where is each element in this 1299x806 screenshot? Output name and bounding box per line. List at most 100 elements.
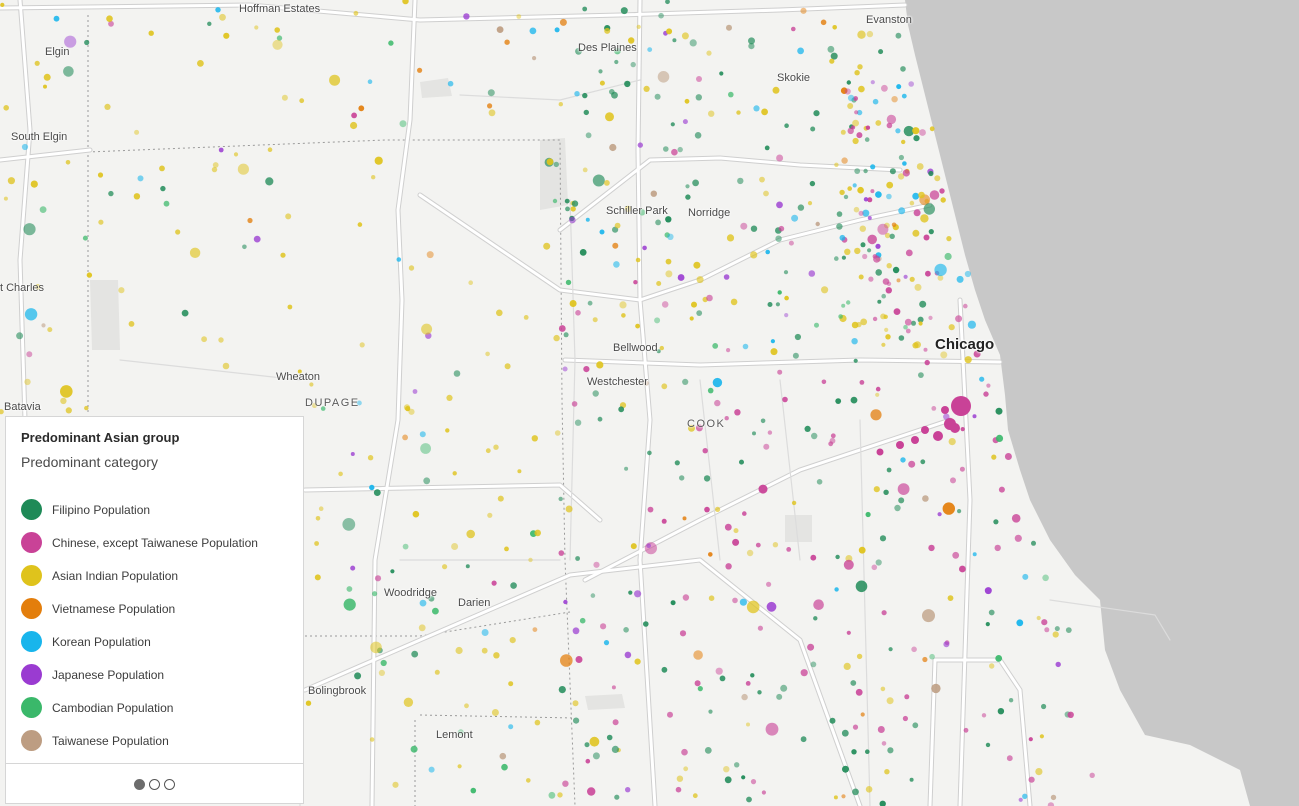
pager-dot-2[interactable] [149,778,160,790]
population-dot [563,332,569,338]
population-dot [736,110,741,115]
population-dot [468,280,474,286]
population-dot [941,406,949,414]
population-dot [47,327,53,333]
population-dot [562,780,569,787]
population-dot [560,654,573,667]
population-dot [911,320,916,326]
population-dot [24,308,38,321]
population-dot [770,348,778,356]
population-dot [499,752,507,760]
population-dot [842,765,849,773]
population-dot [807,201,813,206]
population-dot [772,542,779,548]
population-dot [776,201,783,209]
population-dot [1065,627,1072,633]
population-dot [84,39,90,46]
population-dot [614,47,621,55]
population-dot [346,586,353,592]
population-dot [726,24,732,31]
population-dot [870,164,876,170]
population-dot [897,483,910,495]
population-dot [810,661,817,668]
population-dot [656,349,661,354]
population-dot [929,190,940,200]
population-dot [886,697,894,705]
population-dot [898,154,905,161]
population-dot [685,194,691,200]
population-dot [712,377,723,388]
population-dot [764,145,770,151]
population-dot [575,47,582,55]
population-dot [128,321,135,327]
population-dot [767,430,773,435]
population-dot [852,137,859,145]
population-dot [928,544,935,552]
population-dot [446,394,453,401]
legend-label: Taiwanese Population [52,733,169,748]
population-dot [453,370,461,377]
population-dot [201,336,208,343]
population-dot [353,10,359,16]
place-label-darien: Darien [458,597,491,609]
population-dot [920,214,929,223]
population-dot [886,263,892,269]
population-dot [634,590,642,598]
population-dot [995,434,1004,442]
population-dot [984,587,992,595]
population-dot [207,21,212,26]
population-dot [952,551,960,559]
legend-item-korean: Korean Population [21,625,258,658]
population-dot [886,122,893,129]
population-dot [897,173,905,180]
population-dot [863,197,869,202]
population-dot [583,366,590,373]
population-dot [704,506,710,513]
population-dot [670,122,675,127]
population-dot [865,125,871,130]
population-dot [839,189,845,196]
population-dot [197,60,204,67]
population-dot [892,266,900,274]
population-dot [929,126,935,132]
population-dot [681,32,689,40]
population-dot [1041,619,1048,626]
population-dot [219,13,226,21]
population-dot [852,788,859,796]
pager-dot-1[interactable] [134,778,145,790]
population-dot [367,455,374,461]
place-label-norridge: Norridge [688,207,731,219]
population-dot [870,80,875,85]
population-dot [685,184,690,189]
population-dot [911,436,919,444]
population-dot [481,629,489,636]
population-dot [866,30,874,38]
population-dot [1031,540,1036,546]
population-dot [570,206,576,212]
population-dot [528,557,533,563]
population-dot [320,406,326,411]
population-dot [98,219,104,225]
place-label-st-charles: t Charles [0,282,45,294]
population-dot [891,96,898,103]
population-dot [614,222,621,229]
population-dot [913,209,921,217]
pager-dot-3[interactable] [164,778,175,790]
population-dot [979,376,985,382]
population-dot [901,139,906,145]
legend-swatch-japanese [21,664,42,685]
population-dot [972,552,977,557]
population-dot [902,169,910,177]
population-dot [983,391,989,397]
population-dot [847,94,855,102]
population-dot [647,450,652,456]
population-dot [464,703,469,709]
population-dot [835,554,840,560]
population-dot [919,300,927,308]
population-dot [53,15,60,22]
population-dot [726,234,735,242]
population-dot [724,776,732,784]
population-dot [299,98,305,104]
population-dot [133,193,141,200]
population-dot [573,717,580,724]
